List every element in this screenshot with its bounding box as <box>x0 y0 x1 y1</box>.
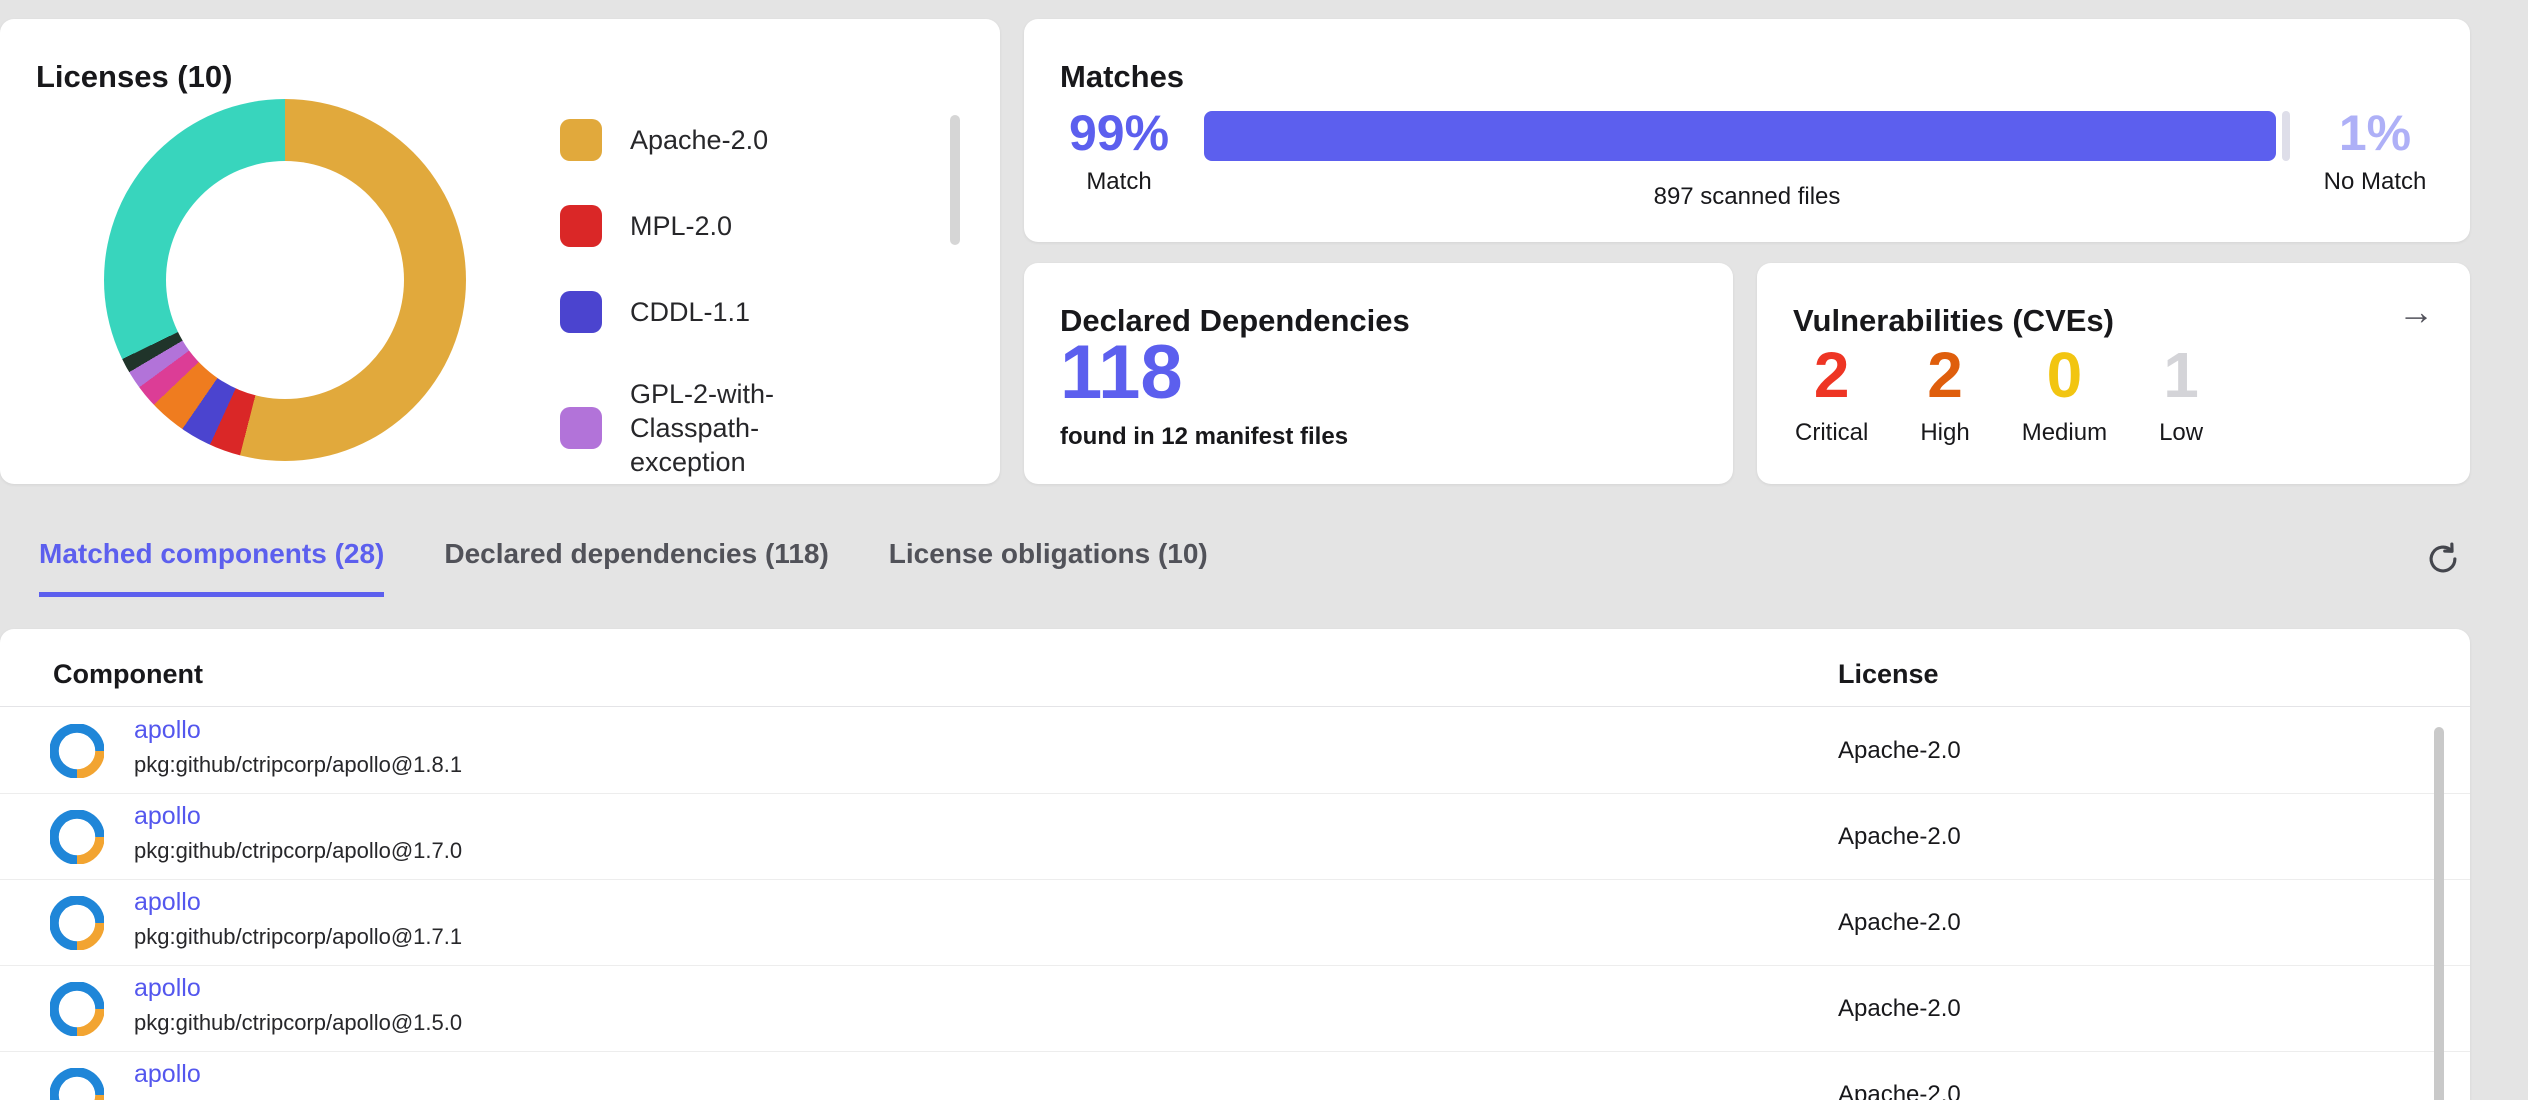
legend-label: Apache-2.0 <box>630 124 769 155</box>
component-link[interactable]: apollo <box>134 888 201 916</box>
match-bar-fill <box>1204 111 2277 161</box>
tabs-bar: Matched components (28) Declared depende… <box>39 538 1208 597</box>
component-purl: pkg:github/ctripcorp/apollo@1.7.1 <box>134 924 463 949</box>
component-text: apollo pkg:github/ctripcorp/apollo@1.8.1 <box>134 716 462 778</box>
component-purl: pkg:github/ctripcorp/apollo@1.8.1 <box>134 752 463 777</box>
apollo-logo-icon <box>49 723 105 779</box>
license-cell: Apache-2.0 <box>1838 995 1961 1022</box>
legend-color-swatch <box>560 205 602 247</box>
legend-item: CDDL-1.1 <box>560 291 835 333</box>
table-body: apollo pkg:github/ctripcorp/apollo@1.8.1… <box>0 708 2470 1100</box>
component-text: apollo pkg:github/ctripcorp/apollo@1.5.0 <box>134 974 462 1036</box>
table-row[interactable]: apollo pkg:github/ctripcorp/apollo@1.7.0… <box>0 794 2470 880</box>
legend-label: GPL-2-with-Classpath-exception <box>630 379 775 478</box>
tab-matched-components[interactable]: Matched components (28) <box>39 538 385 597</box>
table-row[interactable]: apollo pkg:github/ctripcorp/apollo@1.7.1… <box>0 880 2470 966</box>
table-row[interactable]: apollo pkg:github/ctripcorp/apollo@1.5.0… <box>0 966 2470 1052</box>
vulnerability-count: 0 <box>2046 339 2083 411</box>
licenses-card: Licenses (10) Apache-2.0 MPL-2.0 CDDL-1.… <box>0 19 1000 484</box>
component-text: apollo <box>134 1060 201 1096</box>
matches-body: 99% Match 897 scanned files 1% No Match <box>1058 107 2436 211</box>
vulnerabilities-title: Vulnerabilities (CVEs) <box>1793 303 2114 338</box>
vulnerabilities-stats: 2 Critical 2 High 0 Medium 1 Low <box>1795 343 2203 447</box>
apollo-logo-icon <box>49 809 105 865</box>
component-text: apollo pkg:github/ctripcorp/apollo@1.7.1 <box>134 888 462 950</box>
vulnerability-severity-label: Medium <box>2021 419 2108 446</box>
refresh-icon[interactable] <box>2424 540 2462 578</box>
licenses-title: Licenses (10) <box>36 59 233 94</box>
vulnerability-severity-label: Low <box>2159 419 2204 446</box>
component-column-header: Component <box>53 659 203 689</box>
vulnerability-stat: 2 Critical <box>1795 343 1868 447</box>
component-link[interactable]: apollo <box>134 1060 201 1088</box>
matches-card: Matches 99% Match 897 scanned files 1% N… <box>1024 19 2470 242</box>
vulnerability-severity-label: Critical <box>1795 419 1869 446</box>
component-purl: pkg:github/ctripcorp/apollo@1.7.0 <box>134 838 463 863</box>
match-stat: 99% Match <box>1058 107 1180 196</box>
apollo-logo-icon <box>49 895 105 951</box>
vulnerability-stat: 1 Low <box>2159 343 2203 447</box>
legend-label: CDDL-1.1 <box>630 296 751 327</box>
dependencies-title: Declared Dependencies <box>1060 303 1410 338</box>
legend-item: MPL-2.0 <box>560 205 835 247</box>
match-label: Match <box>1086 167 1152 195</box>
table-header-row: Component License <box>0 629 2470 707</box>
license-column-header: License <box>1838 659 1939 689</box>
vulnerability-severity-label: High <box>1920 419 1970 446</box>
tab-license-obligations[interactable]: License obligations (10) <box>888 538 1208 569</box>
dependencies-count: 118 <box>1060 330 1183 415</box>
licenses-donut-chart[interactable] <box>104 99 466 461</box>
component-text: apollo pkg:github/ctripcorp/apollo@1.7.0 <box>134 802 462 864</box>
vulnerability-stat: 2 High <box>1920 343 1969 447</box>
components-table-card: Component License apollo pkg:github/ctri… <box>0 629 2470 1100</box>
nomatch-label: No Match <box>2323 167 2427 195</box>
apollo-logo-icon <box>49 1067 105 1100</box>
legend-color-swatch <box>560 407 602 450</box>
match-bar-column: 897 scanned files <box>1204 107 2290 211</box>
vulnerability-count: 1 <box>2163 339 2199 411</box>
vulnerability-count: 2 <box>1813 339 1850 411</box>
licenses-legend[interactable]: Apache-2.0 MPL-2.0 CDDL-1.1 GPL-2-with-C… <box>560 119 835 479</box>
tab-declared-dependencies[interactable]: Declared dependencies (118) <box>444 538 829 569</box>
component-link[interactable]: apollo <box>134 802 201 830</box>
license-cell: Apache-2.0 <box>1838 1081 1961 1100</box>
match-percent: 99% <box>1068 105 1170 161</box>
table-row[interactable]: apollo pkg:github/ctripcorp/apollo@1.8.1… <box>0 708 2470 794</box>
dependencies-note: found in 12 manifest files <box>1060 423 1349 450</box>
apollo-logo-icon <box>49 981 105 1037</box>
scanned-files-caption: 897 scanned files <box>1653 183 1841 210</box>
matches-title: Matches <box>1060 59 1185 94</box>
legend-label: MPL-2.0 <box>630 210 733 241</box>
vulnerability-stat: 0 Medium <box>2022 343 2107 447</box>
legend-color-swatch <box>560 291 602 333</box>
license-cell: Apache-2.0 <box>1838 823 1961 850</box>
nomatch-percent: 1% <box>2338 105 2412 161</box>
legend-color-swatch <box>560 119 602 161</box>
component-link[interactable]: apollo <box>134 716 201 744</box>
vulnerabilities-card: Vulnerabilities (CVEs) → 2 Critical 2 Hi… <box>1757 263 2470 484</box>
declared-dependencies-card: Declared Dependencies 118 found in 12 ma… <box>1024 263 1733 484</box>
nomatch-bar-segment <box>2282 111 2290 161</box>
match-progress-bar <box>1204 111 2290 161</box>
nomatch-stat: 1% No Match <box>2314 107 2436 196</box>
arrow-right-icon[interactable]: → <box>2398 291 2434 332</box>
license-cell: Apache-2.0 <box>1838 909 1961 936</box>
vulnerability-count: 2 <box>1927 339 1963 411</box>
legend-item: Apache-2.0 <box>560 119 835 161</box>
legend-item: GPL-2-with-Classpath-exception <box>560 377 835 479</box>
legend-scrollbar[interactable] <box>950 115 960 245</box>
license-cell: Apache-2.0 <box>1838 737 1961 764</box>
component-link[interactable]: apollo <box>134 974 201 1002</box>
component-purl: pkg:github/ctripcorp/apollo@1.5.0 <box>134 1010 463 1035</box>
table-scrollbar[interactable] <box>2434 727 2444 1100</box>
table-row[interactable]: apollo Apache-2.0 <box>0 1052 2470 1100</box>
